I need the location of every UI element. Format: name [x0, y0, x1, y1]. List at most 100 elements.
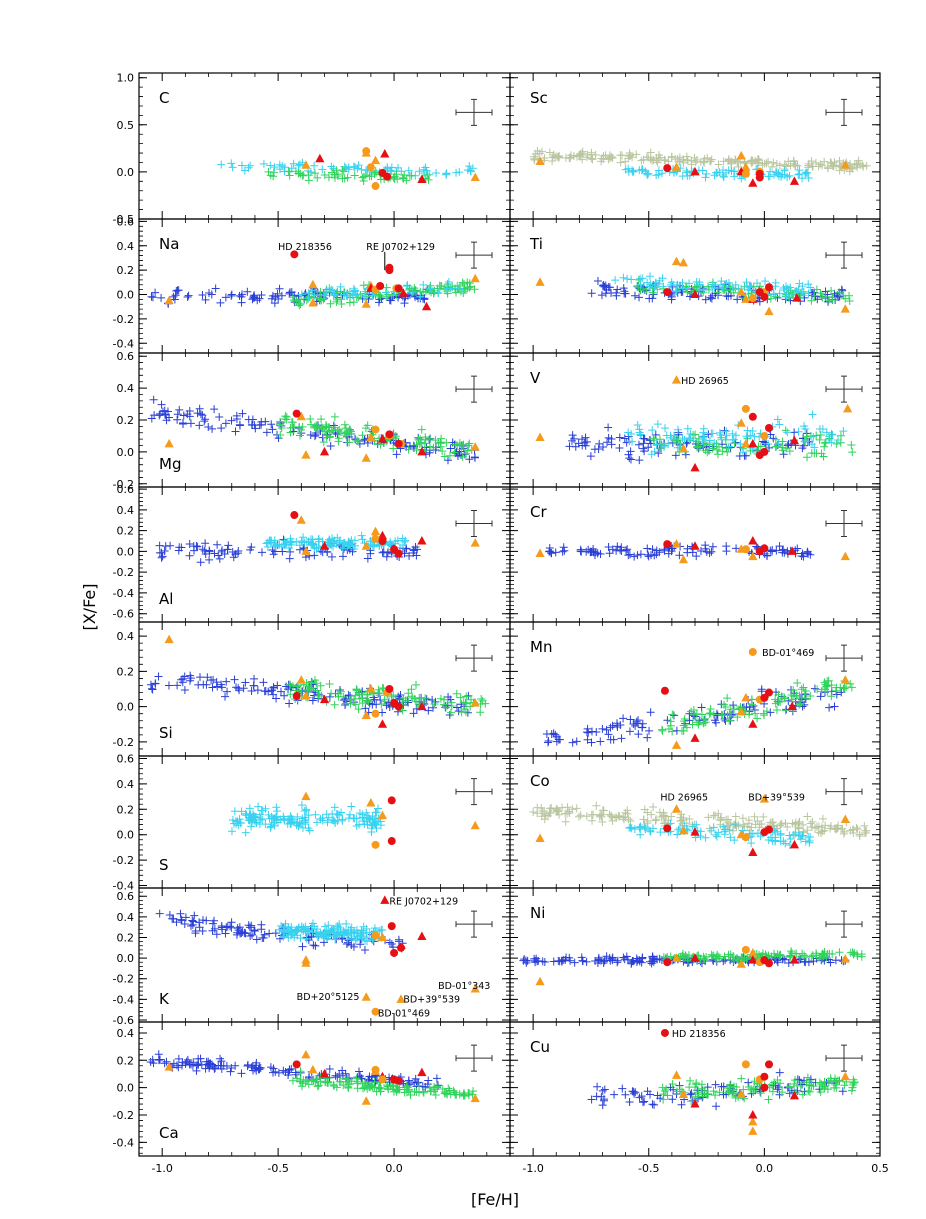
star-point-thick-disc [310, 676, 319, 685]
star-point-thick-disc [785, 1083, 794, 1092]
star-point-thick-disc [431, 436, 440, 445]
star-point-thick-disc [307, 684, 316, 693]
star-point-thick-disc [349, 298, 358, 307]
star-point-cyan-sample [310, 544, 319, 553]
star-point-cyan-sample [263, 543, 272, 552]
star-point-olive-sample [754, 158, 763, 167]
star-point-cyan-sample [347, 802, 356, 811]
y-tick-label: 0.4 [117, 911, 135, 924]
star-point-cyan-sample [839, 427, 848, 436]
star-point-olive-sample [649, 802, 658, 811]
star-point-olive-sample [764, 157, 773, 166]
data-points [146, 1049, 480, 1105]
orange-triangle-point [843, 403, 853, 413]
orange-triangle-point [361, 299, 371, 308]
star-point-thick-disc [663, 1091, 672, 1100]
x-axis-label: [Fe/H] [471, 1190, 519, 1209]
star-point-olive-sample [632, 150, 641, 159]
star-point-thin-disc [247, 921, 256, 930]
star-point-cyan-sample [256, 814, 265, 823]
star-point-thin-disc [604, 283, 613, 292]
element-label: Cr [530, 503, 547, 521]
star-point-thick-disc [809, 1082, 818, 1091]
star-point-olive-sample [597, 154, 606, 163]
star-point-olive-sample [541, 811, 550, 820]
star-point-thick-disc [404, 1086, 413, 1095]
panel-frame [509, 486, 881, 623]
star-point-thin-disc [341, 701, 350, 710]
star-point-thick-disc [353, 437, 362, 446]
star-point-olive-sample [661, 156, 670, 165]
star-point-cyan-sample [669, 281, 678, 290]
star-point-cyan-sample [801, 424, 810, 433]
star-point-cyan-sample [301, 924, 310, 933]
star-point-thin-disc [625, 550, 634, 559]
star-point-thin-disc [160, 410, 169, 419]
star-point-thin-disc [603, 438, 612, 447]
star-point-cyan-sample [692, 820, 701, 829]
red-circle-point [760, 292, 769, 301]
y-tick-label: 0.2 [117, 931, 135, 944]
star-point-thin-disc [568, 431, 577, 440]
star-point-cyan-sample [228, 163, 237, 172]
star-point-cyan-sample [335, 811, 344, 820]
star-point-thin-disc [176, 909, 185, 918]
star-point-thin-disc [253, 686, 262, 695]
star-point-thin-disc [201, 539, 210, 548]
star-point-thick-disc [662, 1085, 671, 1094]
star-point-cyan-sample [673, 830, 682, 839]
star-point-thin-disc [616, 545, 625, 554]
star-point-thin-disc [184, 291, 193, 300]
star-point-cyan-sample [402, 282, 411, 291]
star-point-cyan-sample [699, 428, 708, 437]
star-point-thin-disc [645, 957, 654, 966]
star-point-thick-disc [778, 437, 787, 446]
star-point-olive-sample [587, 148, 596, 157]
star-point-thick-disc [423, 171, 432, 180]
star-point-thin-disc [626, 447, 635, 456]
star-point-cyan-sample [787, 290, 796, 299]
red-triangle-point [789, 839, 800, 849]
star-point-cyan-sample [654, 166, 663, 175]
star-point-thin-disc [183, 293, 192, 302]
star-point-thick-disc [330, 412, 339, 421]
element-label: Si [159, 724, 173, 742]
star-point-thick-disc [339, 167, 348, 176]
element-label: Mn [530, 638, 552, 656]
star-point-cyan-sample [316, 815, 325, 824]
y-tick-label: 1.0 [117, 72, 135, 85]
star-point-thick-disc [776, 951, 785, 960]
star-point-thick-disc [419, 1087, 428, 1096]
star-point-olive-sample [685, 814, 694, 823]
star-point-thin-disc [706, 293, 715, 302]
star-point-thin-disc [465, 455, 474, 464]
star-point-thick-disc [835, 948, 844, 957]
y-tick-label: 0.0 [117, 289, 135, 302]
star-point-thick-disc [849, 1080, 858, 1089]
star-point-cyan-sample [712, 832, 721, 841]
star-point-olive-sample [804, 161, 813, 170]
error-bar-symbol [455, 1044, 493, 1072]
star-point-thick-disc [781, 706, 790, 715]
star-point-thin-disc [600, 1085, 609, 1094]
star-point-thin-disc [582, 437, 591, 446]
star-point-cyan-sample [653, 420, 662, 429]
star-point-thin-disc [160, 1059, 169, 1068]
star-point-thin-disc [223, 687, 232, 696]
red-circle-point [394, 439, 403, 448]
star-point-cyan-sample [648, 824, 657, 833]
star-point-thick-disc [764, 951, 773, 960]
star-point-cyan-sample [228, 815, 237, 824]
star-point-thin-disc [581, 433, 590, 442]
star-point-cyan-sample [795, 166, 804, 175]
star-point-thick-disc [768, 1087, 777, 1096]
star-point-thick-disc [359, 281, 368, 290]
orange-circle-point [362, 147, 371, 156]
star-point-thick-disc [325, 679, 334, 688]
star-point-cyan-sample [217, 160, 226, 169]
star-point-thick-disc [375, 691, 384, 700]
star-point-thick-disc [317, 415, 326, 424]
star-point-thin-disc [801, 958, 810, 967]
star-point-thin-disc [224, 541, 233, 550]
red-circle-point [387, 796, 396, 805]
